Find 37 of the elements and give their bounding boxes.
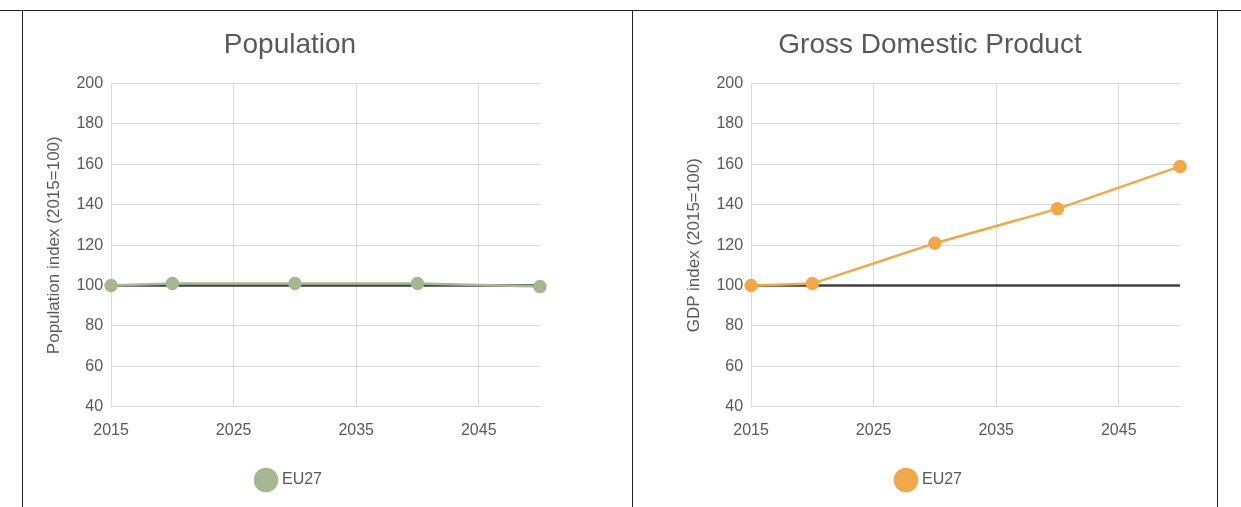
y-axis-title: Population index (2015=100) <box>43 136 63 355</box>
y-tick-label: 140 <box>716 195 744 213</box>
point <box>1173 159 1187 174</box>
y-tick-label: 100 <box>76 276 104 294</box>
legend-label: EU27 <box>921 470 963 488</box>
x-tick-label: 2045 <box>1100 420 1137 438</box>
y-tick-label: 160 <box>76 154 104 172</box>
y-tick-label: 140 <box>76 195 104 213</box>
chart-title: Gross Domestic Product <box>778 27 1082 59</box>
x-tick-label: 2025 <box>215 420 252 438</box>
y-tick-label: 60 <box>85 356 104 374</box>
point <box>1050 202 1065 216</box>
y-tick-label: 180 <box>716 114 744 132</box>
y-tick-label: 120 <box>716 235 744 253</box>
y-tick-label: 200 <box>716 74 744 92</box>
x-tick-label: 2025 <box>855 420 892 438</box>
y-tick-label: 40 <box>725 397 744 415</box>
x-tick-label: 2015 <box>93 420 129 438</box>
y-tick-label: 120 <box>76 235 104 253</box>
x-tick-label: 2035 <box>338 420 375 438</box>
y-tick-label: 200 <box>76 74 104 92</box>
point <box>805 276 820 291</box>
y-tick-label: 60 <box>725 356 744 374</box>
point <box>744 278 758 293</box>
y-tick-label: 180 <box>76 114 104 132</box>
point <box>928 236 942 250</box>
y-tick-label: 80 <box>85 316 104 334</box>
y-axis-title: GDP index (2015=100) <box>683 158 703 333</box>
x-tick-label: 2035 <box>978 420 1015 438</box>
y-tick-label: 40 <box>85 397 104 415</box>
chart-title: Population <box>223 27 357 59</box>
y-tick-label: 160 <box>716 154 744 172</box>
y-tick-label: 80 <box>725 316 744 334</box>
x-tick-label: 2015 <box>733 420 769 438</box>
y-tick-label: 100 <box>716 276 744 294</box>
x-tick-label: 2045 <box>460 420 497 438</box>
legend-label: EU27 <box>281 470 323 488</box>
